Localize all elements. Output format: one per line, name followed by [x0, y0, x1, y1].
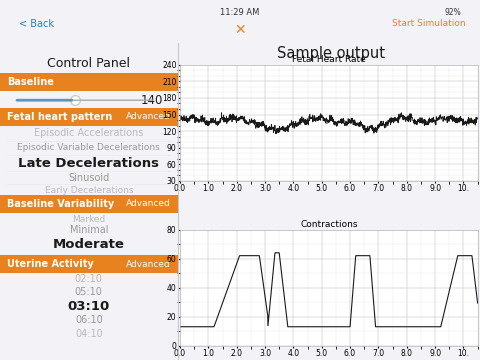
- Text: < Back: < Back: [19, 19, 54, 29]
- Text: Sinusoid: Sinusoid: [68, 173, 109, 183]
- Text: Fetal heart pattern: Fetal heart pattern: [7, 112, 112, 122]
- Text: 92%: 92%: [444, 8, 461, 17]
- Text: 11:29 AM: 11:29 AM: [220, 8, 260, 17]
- Text: Sample output: Sample output: [277, 46, 385, 60]
- FancyBboxPatch shape: [0, 108, 178, 126]
- Text: Start Simulation: Start Simulation: [392, 19, 466, 28]
- Text: 04:10: 04:10: [75, 329, 103, 339]
- Text: Episodic Accelerations: Episodic Accelerations: [34, 129, 144, 139]
- Text: Advanced: Advanced: [126, 112, 170, 121]
- Text: Advanced: Advanced: [126, 260, 170, 269]
- Title: Fetal Heart Rate: Fetal Heart Rate: [292, 55, 366, 64]
- Text: Uterine Activity: Uterine Activity: [7, 259, 94, 269]
- Text: Baseline: Baseline: [7, 77, 54, 87]
- Text: Baseline Variability: Baseline Variability: [7, 199, 114, 209]
- FancyBboxPatch shape: [0, 195, 178, 213]
- Text: Marked: Marked: [72, 215, 106, 224]
- Text: 05:10: 05:10: [75, 287, 103, 297]
- Text: Late Decelerations: Late Decelerations: [18, 157, 159, 170]
- Text: 140: 140: [141, 94, 163, 107]
- Text: 03:10: 03:10: [68, 300, 110, 313]
- Text: ✕: ✕: [234, 23, 246, 37]
- FancyBboxPatch shape: [0, 256, 178, 273]
- Text: Moderate: Moderate: [53, 238, 125, 251]
- Text: Minimal: Minimal: [70, 225, 108, 235]
- Text: 02:10: 02:10: [75, 274, 103, 284]
- Title: Contractions: Contractions: [300, 220, 358, 229]
- Text: Advanced: Advanced: [126, 199, 170, 208]
- Text: 06:10: 06:10: [75, 315, 103, 325]
- Text: Episodic Variable Decelerations: Episodic Variable Decelerations: [17, 143, 160, 152]
- Text: Control Panel: Control Panel: [48, 57, 130, 70]
- Text: Early Decelerations: Early Decelerations: [45, 186, 133, 195]
- FancyBboxPatch shape: [0, 73, 178, 91]
